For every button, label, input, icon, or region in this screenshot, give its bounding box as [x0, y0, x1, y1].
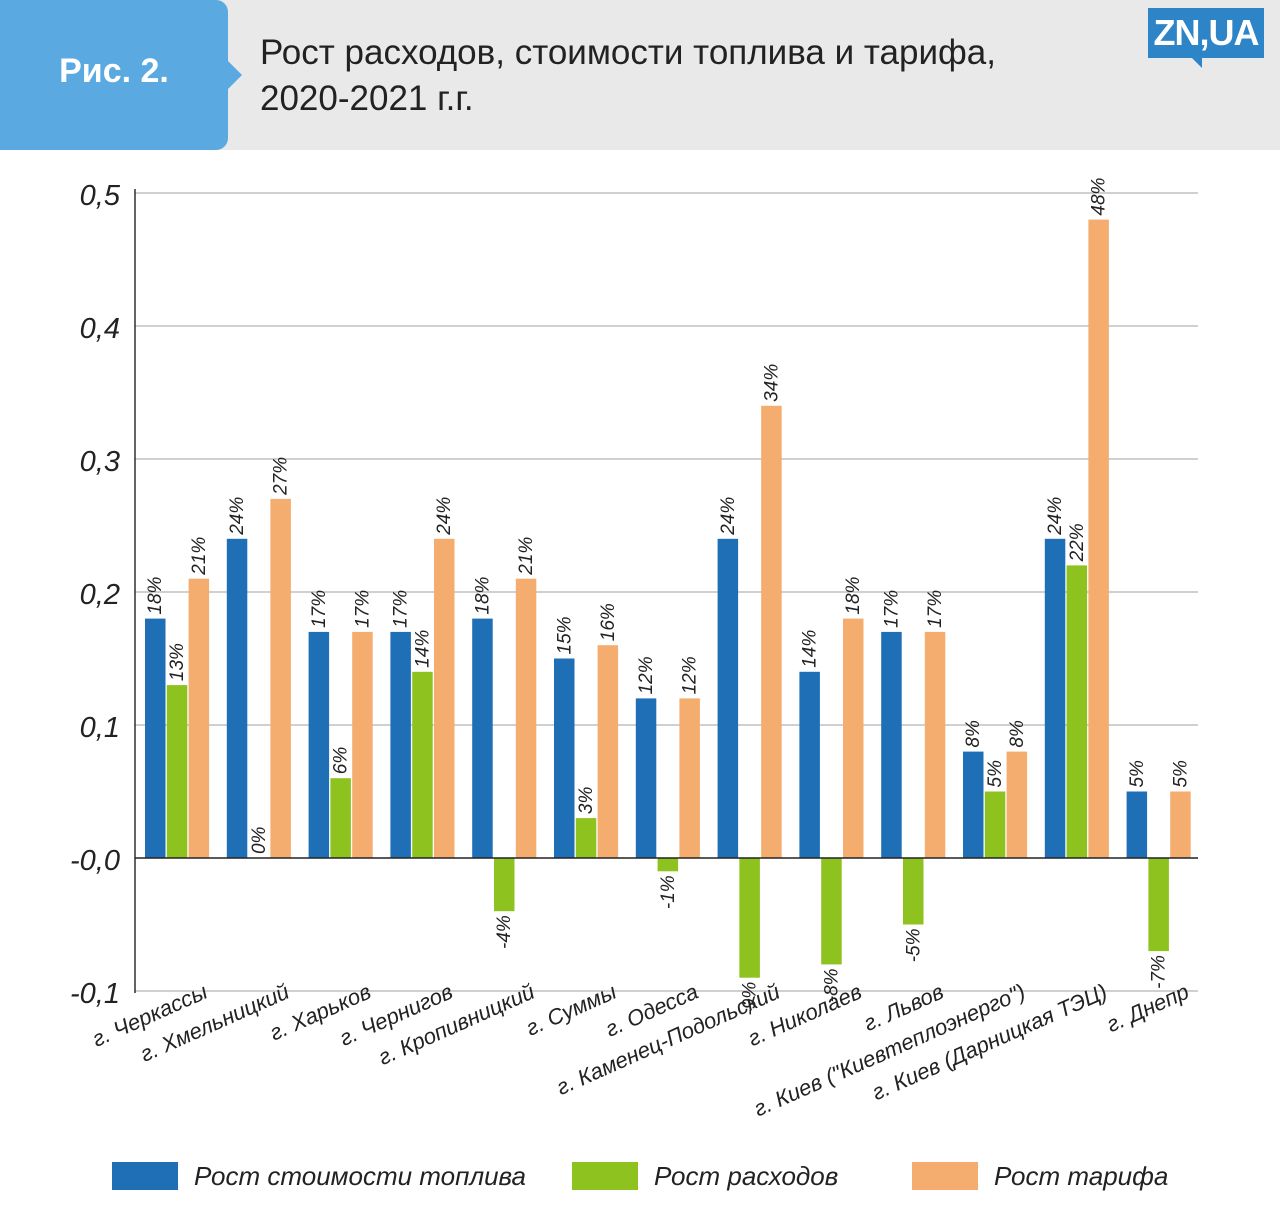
data-label: -8% [821, 968, 842, 1002]
data-label: 22% [1067, 523, 1088, 562]
x-tick-label: г. Суммы [522, 979, 620, 1041]
data-label: -4% [494, 915, 515, 949]
data-label: 8% [1007, 720, 1028, 748]
data-label: -7% [1149, 955, 1170, 989]
data-label: 14% [412, 630, 433, 668]
data-label: 12% [680, 656, 701, 694]
data-label: 17% [925, 590, 946, 628]
bar [412, 671, 433, 858]
data-label: 48% [1089, 177, 1110, 215]
data-label: 21% [189, 537, 210, 576]
data-label: 16% [598, 603, 619, 641]
bar [554, 658, 575, 858]
data-label: 24% [1045, 497, 1066, 536]
chart-title-line2: 2020-2021 г.г. [260, 79, 474, 118]
data-label: 8% [963, 720, 984, 748]
zn-ua-logo: ZN,UA [1148, 8, 1264, 68]
data-label: 17% [352, 590, 373, 628]
data-label: 15% [554, 616, 575, 654]
bar [984, 791, 1006, 858]
legend-label-tariff: Рост тарифа [994, 1161, 1169, 1191]
bar [881, 631, 902, 858]
bar [1170, 791, 1191, 858]
bar [739, 858, 760, 978]
figure-label: Рис. 2. [59, 52, 169, 90]
data-label: 0% [249, 826, 270, 854]
bar [799, 671, 820, 858]
data-label: 18% [843, 576, 864, 614]
bar [188, 578, 210, 858]
legend-label-expenses: Рост расходов [654, 1161, 839, 1191]
data-label: 18% [145, 576, 166, 614]
data-label: -5% [903, 928, 924, 962]
y-tick-label: 0,4 [80, 313, 120, 345]
y-tick-label: 0,2 [80, 579, 120, 611]
bar [761, 405, 782, 858]
bar [717, 538, 739, 858]
bar [494, 858, 515, 912]
bar [679, 698, 700, 858]
data-label: 5% [1170, 760, 1191, 788]
legend-label-fuel: Рост стоимости топлива [194, 1161, 527, 1191]
bar [657, 858, 679, 872]
bar [1088, 219, 1109, 859]
data-label: 34% [761, 364, 782, 402]
legend-swatch-tariff [912, 1162, 978, 1190]
legend-swatch-expenses [572, 1162, 638, 1190]
bar [1126, 791, 1148, 858]
data-label: 21% [516, 537, 537, 576]
bar [352, 631, 373, 858]
bar [145, 618, 166, 858]
chart-title: Рост расходов, стоимости топлива и тариф… [260, 30, 996, 122]
bar [270, 498, 291, 858]
figure-badge: Рис. 2. [0, 0, 242, 150]
bar [330, 778, 351, 858]
y-tick-label: -0,0 [70, 845, 120, 877]
y-tick-label: -0,1 [70, 978, 120, 1010]
bar [434, 538, 455, 858]
chart-title-line1: Рост расходов, стоимости топлива и тариф… [260, 33, 996, 72]
data-label: 24% [227, 497, 248, 536]
bar [1006, 751, 1028, 858]
data-label: 24% [718, 497, 739, 536]
bar-chart: 0,50,40,30,20,1-0,0-0,118%13%21%г. Черка… [70, 177, 1198, 1121]
bar [1066, 565, 1088, 858]
bar [515, 578, 537, 858]
bar [1044, 538, 1066, 858]
data-label: 13% [167, 643, 188, 681]
data-label: -9% [740, 982, 761, 1016]
bar [924, 631, 946, 858]
bar [308, 631, 330, 858]
data-label: 14% [800, 630, 821, 668]
data-label: 6% [331, 747, 352, 775]
bar [1148, 858, 1169, 952]
legend-swatch-fuel [112, 1162, 178, 1190]
bar [821, 858, 842, 965]
bar [390, 631, 411, 858]
data-label: 18% [472, 576, 493, 614]
data-label: 5% [1127, 760, 1148, 788]
bar [472, 618, 493, 858]
bar [575, 818, 597, 858]
y-tick-label: 0,5 [80, 180, 121, 212]
bar [597, 645, 619, 858]
data-label: 17% [391, 590, 412, 628]
bar [903, 858, 924, 925]
data-label: 17% [309, 590, 330, 628]
data-label: 3% [576, 787, 597, 815]
data-label: 12% [636, 656, 657, 694]
bar [843, 618, 864, 858]
bar [963, 751, 984, 858]
y-tick-label: 0,1 [80, 712, 120, 744]
data-label: 24% [434, 497, 455, 536]
y-tick-label: 0,3 [80, 446, 120, 478]
bar [635, 698, 657, 858]
data-label: -1% [658, 875, 679, 909]
data-label: 27% [271, 457, 292, 496]
data-label: 5% [985, 760, 1006, 788]
bar [166, 685, 188, 858]
bar [226, 538, 248, 858]
data-label: 17% [881, 590, 902, 628]
